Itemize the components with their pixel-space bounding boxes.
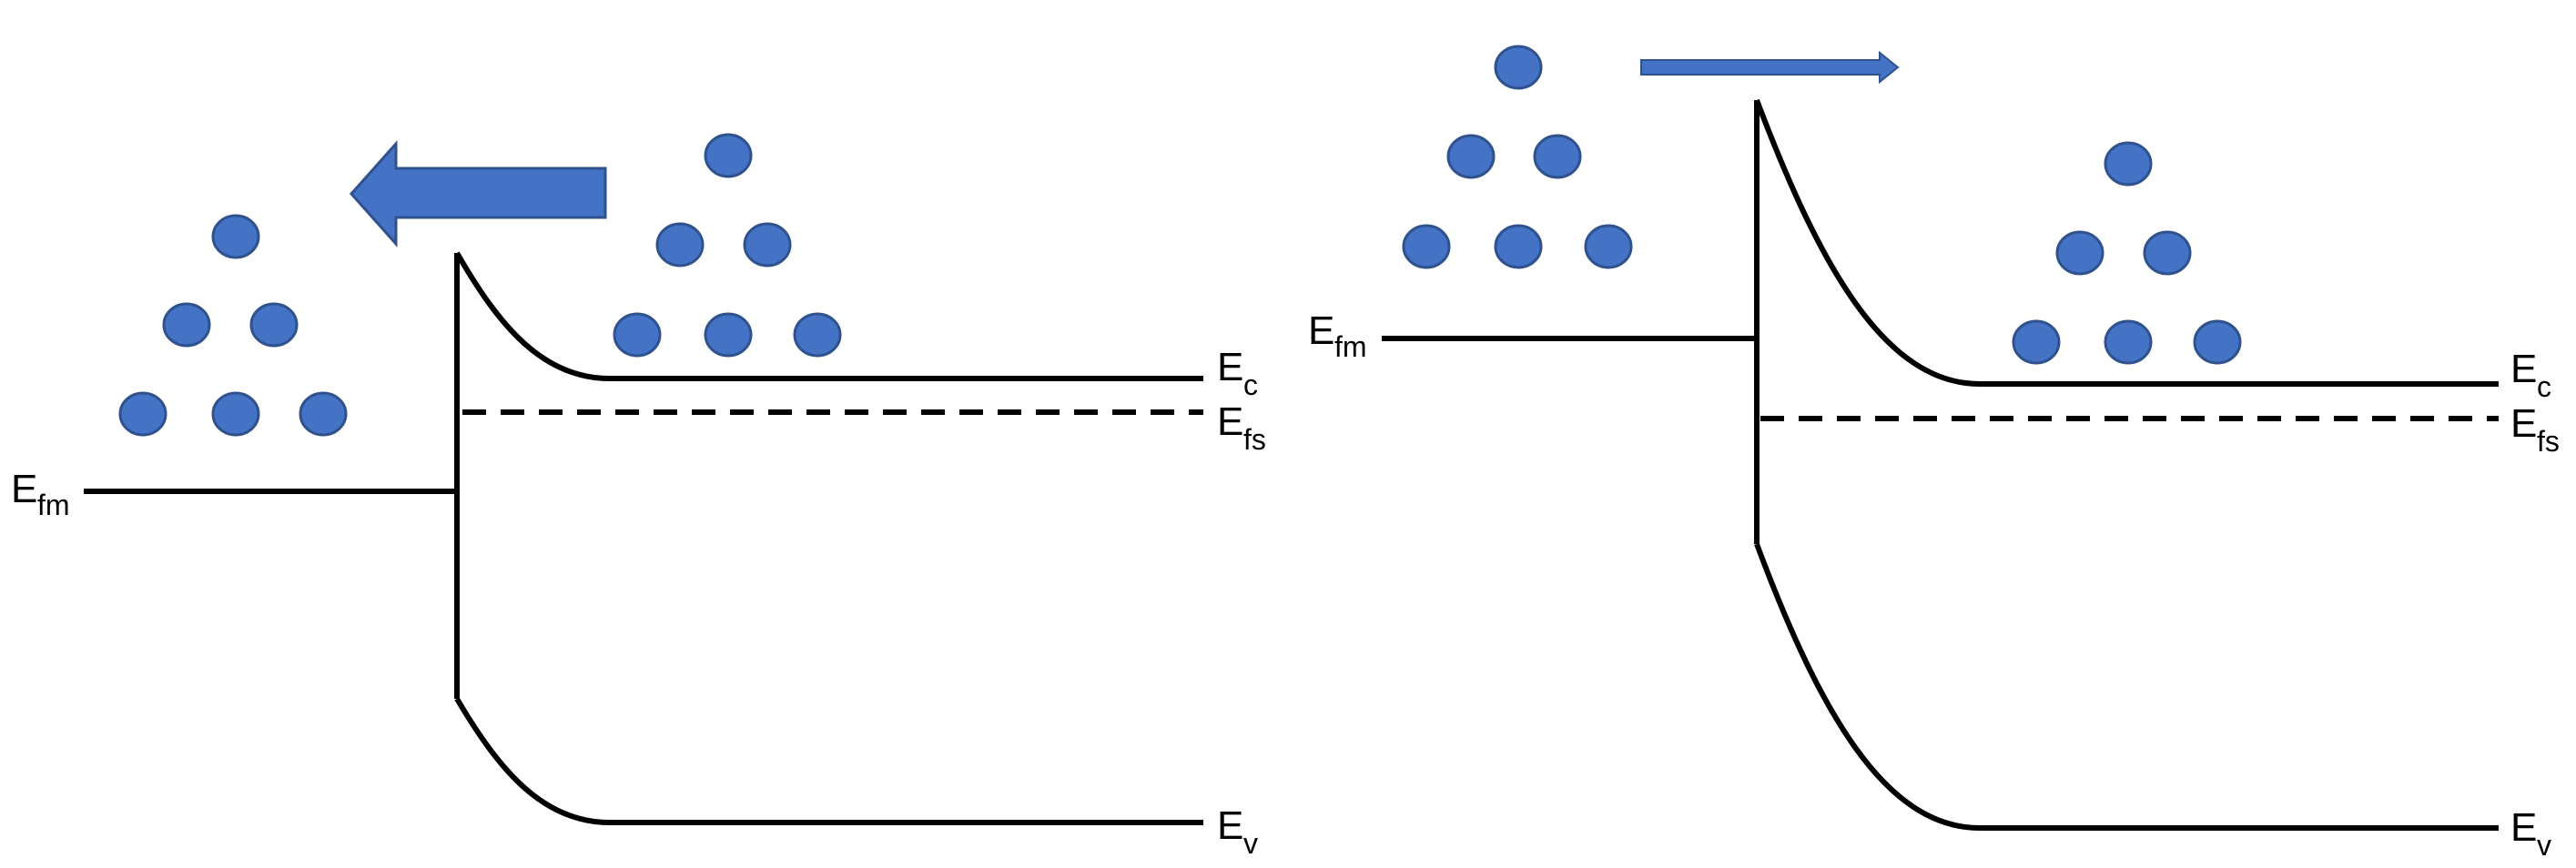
- electron: [1494, 45, 1543, 90]
- right-metal-electrons: [1402, 45, 1633, 269]
- left-ec-label-main: E: [1217, 345, 1243, 389]
- right-ev-label: E v: [2510, 805, 2551, 862]
- electron: [1494, 224, 1543, 269]
- left-ec-label: E c: [1217, 345, 1258, 401]
- electron: [704, 312, 753, 358]
- left-flow-arrow: [349, 140, 607, 247]
- electron: [2104, 141, 2153, 187]
- right-ev-label-sub: v: [2537, 829, 2551, 862]
- left-metal-electrons: [118, 214, 348, 437]
- right-ec-label-main: E: [2510, 347, 2537, 391]
- electron: [2055, 230, 2104, 276]
- electron: [613, 312, 662, 358]
- electron: [118, 391, 167, 437]
- electron: [743, 222, 792, 267]
- right-semiconductor-electrons: [2012, 141, 2242, 365]
- left-panel: E c E fs E v E fm: [11, 133, 1266, 860]
- right-efs-label-sub: fs: [2537, 425, 2560, 458]
- right-conduction-band: [1754, 98, 2499, 387]
- electron: [249, 302, 299, 348]
- left-valence-band: [454, 697, 1203, 825]
- right-efm-label: E fm: [1308, 308, 1367, 363]
- left-efs-label: E fs: [1217, 399, 1266, 456]
- electron: [704, 133, 753, 178]
- electron: [1533, 134, 1582, 179]
- left-efm-label: E fm: [11, 467, 70, 521]
- right-valence-band: [1754, 542, 2499, 831]
- left-ev-label: E v: [1217, 803, 1258, 860]
- left-efm-label-sub: fm: [37, 489, 70, 521]
- right-efm-label-main: E: [1308, 308, 1334, 353]
- left-conduction-band: [454, 251, 1203, 381]
- electron: [1446, 134, 1496, 179]
- right-ec-label-sub: c: [2537, 370, 2551, 403]
- right-efs-label-main: E: [2510, 401, 2537, 446]
- electron: [655, 222, 705, 267]
- electron: [793, 312, 842, 358]
- right-efm-label-sub: fm: [1334, 330, 1367, 363]
- left-efs-label-sub: fs: [1243, 423, 1266, 456]
- left-ec-label-sub: c: [1243, 368, 1258, 401]
- right-ec-label: E c: [2510, 347, 2551, 403]
- left-ev-label-sub: v: [1243, 827, 1258, 860]
- electron: [1584, 224, 1633, 269]
- electron: [162, 302, 211, 348]
- left-efs-label-main: E: [1217, 399, 1243, 444]
- left-efm-label-main: E: [11, 467, 37, 511]
- electron: [2143, 230, 2192, 276]
- right-panel: E c E fs E v E fm: [1308, 45, 2560, 862]
- right-ev-label-main: E: [2510, 805, 2537, 850]
- right-flow-arrow: [1640, 50, 1900, 85]
- electron: [211, 391, 260, 437]
- right-efs-label: E fs: [2510, 401, 2560, 458]
- electron: [2012, 319, 2061, 365]
- electron: [299, 391, 348, 437]
- electron: [2104, 319, 2153, 365]
- electron: [211, 214, 260, 259]
- electron: [2193, 319, 2242, 365]
- left-semiconductor-electrons: [613, 133, 842, 358]
- electron: [1402, 224, 1451, 269]
- left-ev-label-main: E: [1217, 803, 1243, 848]
